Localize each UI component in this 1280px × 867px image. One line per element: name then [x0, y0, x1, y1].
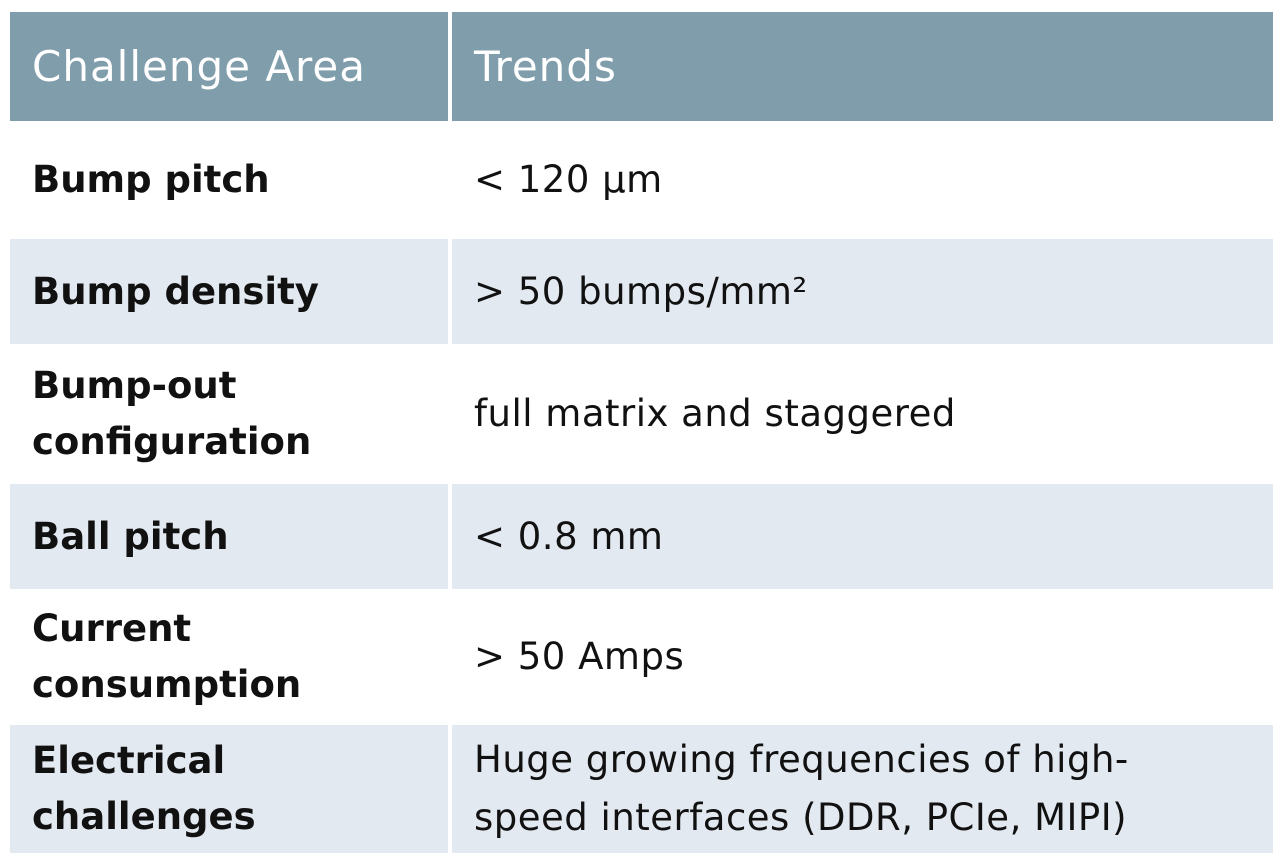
header-trends: Trends	[474, 42, 617, 91]
row-trend: > 50 bumps/mm²	[474, 269, 808, 313]
row-trend: full matrix and staggered	[474, 392, 956, 435]
table-row: Current consumption > 50 Amps	[10, 592, 1273, 725]
header-challenge-area: Challenge Area	[10, 12, 452, 121]
row-area: Current consumption	[10, 592, 452, 722]
row-area: Ball pitch	[10, 484, 452, 589]
challenge-trends-table: Challenge Area Trends Bump pitch < 120 µ…	[10, 12, 1273, 853]
table-row: Bump density > 50 bumps/mm²	[10, 239, 1273, 347]
row-trend: < 120 µm	[474, 158, 663, 201]
row-trend: < 0.8 mm	[474, 514, 664, 558]
table-header: Challenge Area Trends	[10, 12, 1273, 124]
row-area: Bump-out configuration	[10, 347, 452, 481]
row-trend: > 50 Amps	[474, 635, 685, 678]
row-area: Electrical challenges	[10, 725, 452, 853]
row-area: Bump pitch	[10, 124, 452, 236]
table-row: Ball pitch < 0.8 mm	[10, 484, 1273, 592]
table-row: Bump pitch < 120 µm	[10, 124, 1273, 239]
table-row: Electrical challenges Huge growing frequ…	[10, 725, 1273, 853]
row-area: Bump density	[10, 239, 452, 344]
row-trend: Huge growing frequencies of high-speed i…	[474, 738, 1129, 839]
table-row: Bump-out configuration full matrix and s…	[10, 347, 1273, 484]
